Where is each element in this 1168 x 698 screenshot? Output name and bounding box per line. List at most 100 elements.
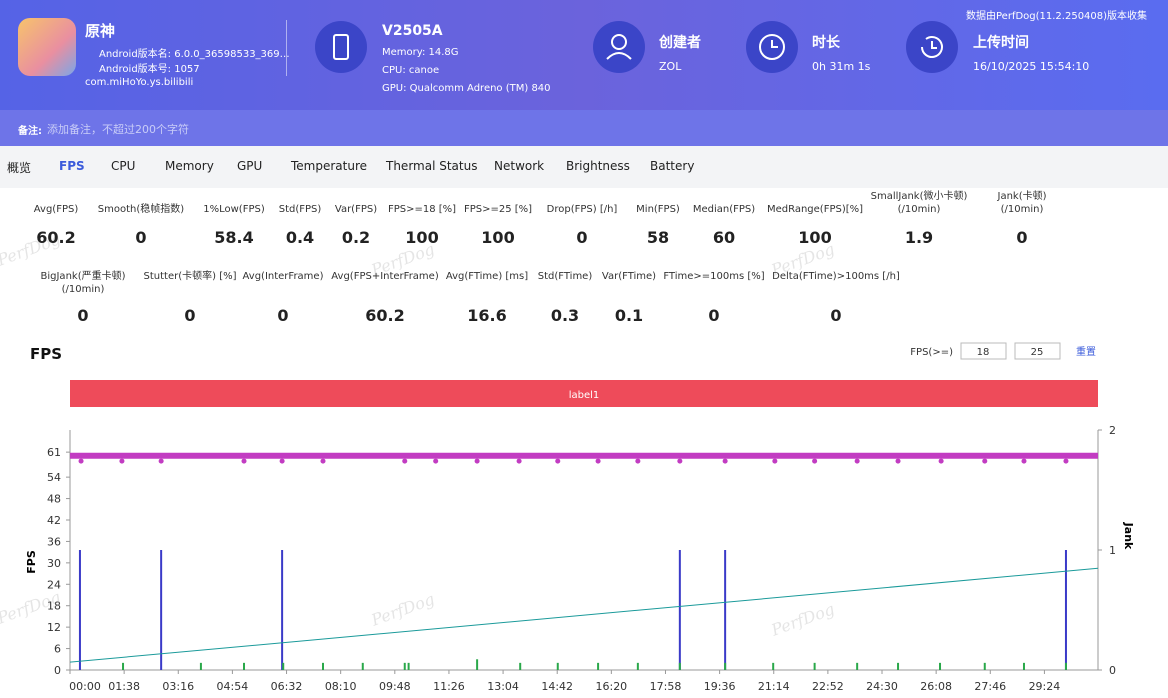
series-bar [724,550,727,670]
y2-axis-title: Jank [1122,522,1135,550]
metric-value: 0 [135,228,147,247]
series-point [1063,458,1069,464]
series-point [1021,458,1027,464]
series-bar [160,550,163,670]
package: com.miHoYo.ys.bilibili [85,77,194,88]
series-point [320,458,326,464]
tab[interactable]: Temperature [291,159,368,173]
metric-value: 100 [481,228,515,247]
x-tick-label: 00:00 [69,680,101,693]
gpu: GPU: Qualcomm Adreno (TM) 840 [382,83,551,94]
metric-label: Smooth(稳帧指数) [97,204,185,215]
series-bar [122,662,125,670]
x-tick-label: 24:30 [866,680,898,693]
tab[interactable]: GPU [237,159,263,173]
x-tick-label: 26:08 [920,680,952,693]
x-tick-label: 04:54 [217,680,249,693]
metric-value: 0 [708,306,720,325]
tab[interactable]: FPS [59,159,85,173]
series-bar [78,550,81,670]
series-bar [983,662,986,670]
note-input[interactable]: 添加备注，不超过200个字符 [47,123,189,136]
threshold-input [960,342,1007,360]
x-tick-label: 19:36 [704,680,736,693]
metric-label: Avg(InterFrame) [242,271,324,282]
series-point [722,458,728,464]
y-tick-label: 54 [47,471,61,484]
metric-value: 60.2 [36,228,76,247]
series-bar [407,662,410,670]
series-bar [199,662,202,670]
metric-value: 60 [712,228,736,247]
tab[interactable]: Brightness [566,159,630,173]
upload-time: 16/10/2025 15:54:10 [973,60,1090,73]
y2-tick-label: 0 [1109,664,1116,677]
series-bar [282,662,285,670]
android-code: Android版本号: 1057 [99,64,200,75]
tab[interactable]: Thermal Status [386,159,478,173]
y-tick-label: 24 [47,578,61,591]
series-bar [1064,662,1067,670]
metric-label: Delta(FTime)>100ms [/h] [772,271,900,282]
y2-tick-label: 1 [1109,544,1116,557]
series-point [433,458,439,464]
metric-value: 0.4 [285,228,315,247]
series-line [69,567,1099,663]
series-bar [556,662,559,670]
metric-value: 0 [277,306,289,325]
note-bar: 备注: 添加备注，不超过200个字符 [0,110,1168,146]
series-bar [678,662,681,670]
series-point [474,458,480,464]
divider [286,20,287,76]
series-point [772,458,778,464]
series-point [158,458,164,464]
series-bar [403,662,406,670]
creator-label: 创建者 [659,35,701,51]
duration-label: 时长 [812,35,840,51]
metric-value: 0 [576,228,588,247]
x-tick-label: 21:14 [758,680,790,693]
series-bar [772,662,775,670]
tab[interactable]: Battery [650,159,695,173]
tab[interactable]: 概览 [7,161,32,175]
threshold-value: 18 [977,347,990,358]
duration: 0h 31m 1s [812,60,871,73]
metric-label: Var(FPS) [334,204,378,215]
metric-value: 0 [184,306,196,325]
x-tick-label: 16:20 [595,680,627,693]
x-tick-label: 17:58 [650,680,682,693]
x-tick-label: 09:48 [379,680,411,693]
metric-label: Median(FPS) [692,204,756,215]
creator-icon [593,21,645,73]
tab[interactable]: Memory [165,159,214,173]
metric-value: 58.4 [214,228,254,247]
x-tick-label: 22:52 [812,680,844,693]
series-point [555,458,561,464]
series-point [241,458,247,464]
metric-label: Var(FTime) [601,271,657,282]
series-point [279,458,285,464]
y-tick-label: 6 [54,643,61,656]
metric-value: 16.6 [467,306,507,325]
metric-value: 60.2 [365,306,405,325]
metric-label: BigJank(严重卡顿) (/10min) [40,271,126,295]
header: 原神 Android版本名: 6.0.0_36598533_369… Andro… [0,0,1168,110]
series-bar [813,662,816,670]
metric-label: Avg(FPS+InterFrame) [331,271,439,282]
reset-button[interactable]: 重置 [1076,345,1096,358]
series-bar [1064,550,1067,670]
series-point [595,458,601,464]
metric-label: Drop(FPS) [/h] [546,204,618,215]
metric-label: Stutter(卡顿率) [%] [143,271,237,282]
tab[interactable]: Network [494,159,545,173]
series-bar [243,662,246,670]
chart-title: FPS [30,345,62,363]
tab[interactable]: CPU [111,159,136,173]
metric-value: 0 [77,306,89,325]
metric-label: SmallJank(微小卡顿) (/10min) [870,191,968,215]
threshold-value: 25 [1031,347,1044,358]
series-point [402,458,408,464]
series-bar [597,662,600,670]
series-bar [856,662,859,670]
